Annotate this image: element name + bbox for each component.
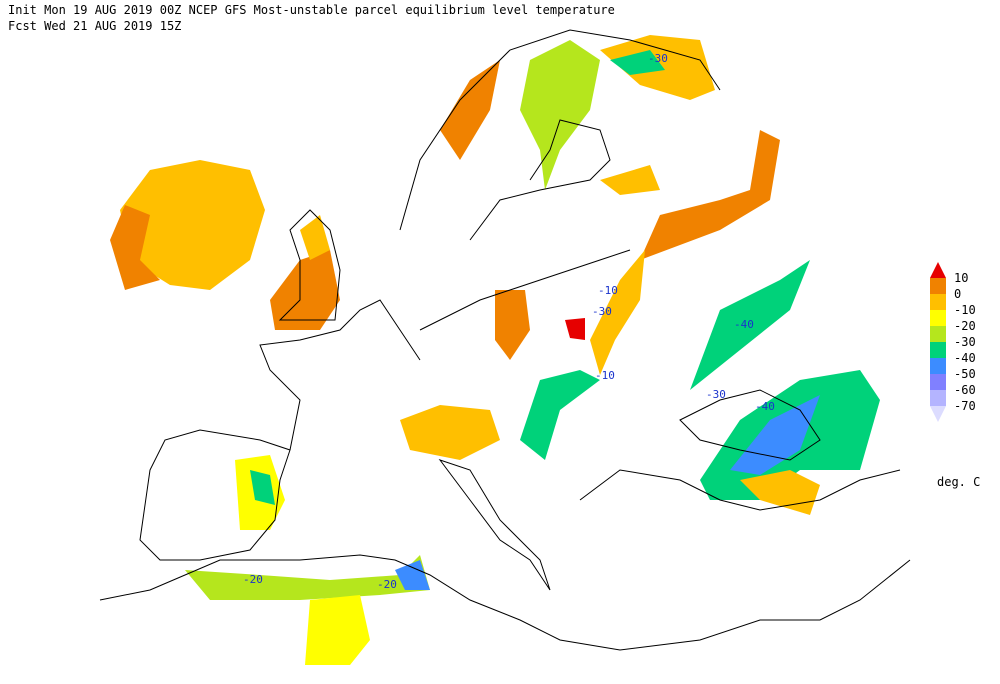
colorbar-end bbox=[930, 262, 946, 278]
contour-label: -10 bbox=[595, 369, 615, 382]
colorbar-label: 10 bbox=[954, 271, 968, 285]
contour-label: -30 bbox=[648, 52, 668, 65]
colorbar-segment bbox=[930, 294, 946, 310]
field bbox=[270, 250, 340, 330]
field bbox=[590, 250, 645, 375]
coastline bbox=[438, 459, 551, 591]
field bbox=[395, 560, 430, 590]
field bbox=[440, 60, 500, 160]
colorbar-segment bbox=[930, 390, 946, 406]
contour-label: -40 bbox=[755, 400, 775, 413]
coastline bbox=[469, 119, 611, 241]
contour-label: -20 bbox=[243, 573, 263, 586]
field bbox=[520, 370, 600, 460]
coastline bbox=[419, 249, 631, 331]
coastlines bbox=[99, 29, 911, 651]
colorbar-label: -30 bbox=[954, 335, 976, 349]
coastline bbox=[259, 299, 421, 451]
colorbar-label: -40 bbox=[954, 351, 976, 365]
colorbar-label: -10 bbox=[954, 303, 976, 317]
contour-label: -30 bbox=[706, 388, 726, 401]
colorbar-segment bbox=[930, 342, 946, 358]
field bbox=[185, 555, 430, 600]
colorbar-label: 0 bbox=[954, 287, 961, 301]
field bbox=[690, 260, 810, 390]
coastline bbox=[278, 209, 341, 321]
colorbar: 10 0 -10 -20 -30 -40 -50 -60 -70 bbox=[930, 262, 976, 422]
colorbar-end bbox=[930, 406, 946, 422]
colorbar-segment bbox=[930, 358, 946, 374]
fields bbox=[110, 35, 880, 665]
field bbox=[730, 395, 820, 475]
field bbox=[640, 130, 780, 260]
contour-label: -40 bbox=[734, 318, 754, 331]
title-line-2: Fcst Wed 21 AUG 2019 15Z bbox=[8, 19, 181, 33]
coastline bbox=[139, 429, 291, 561]
field bbox=[495, 290, 530, 360]
colorbar-label: -50 bbox=[954, 367, 976, 381]
coastline bbox=[99, 554, 911, 651]
colorbar-label: -20 bbox=[954, 319, 976, 333]
contour-label: -10 bbox=[598, 284, 618, 297]
contour-label: -30 bbox=[592, 305, 612, 318]
colorbar-label: -60 bbox=[954, 383, 976, 397]
colorbar-segment bbox=[930, 278, 946, 294]
field bbox=[600, 165, 660, 195]
field bbox=[610, 50, 665, 75]
field bbox=[110, 205, 160, 290]
field bbox=[520, 40, 600, 190]
coastline bbox=[579, 469, 901, 511]
field bbox=[300, 215, 330, 260]
colorbar-unit: deg. C bbox=[937, 475, 980, 489]
field bbox=[120, 160, 265, 290]
field bbox=[305, 595, 370, 665]
title-line-1: Init Mon 19 AUG 2019 00Z NCEP GFS Most-u… bbox=[8, 3, 615, 17]
field bbox=[565, 318, 585, 340]
field bbox=[400, 405, 500, 460]
coastline bbox=[399, 29, 721, 231]
colorbar-segment bbox=[930, 326, 946, 342]
coastline bbox=[679, 389, 821, 461]
contour-label: -20 bbox=[377, 578, 397, 591]
colorbar-label: -70 bbox=[954, 399, 976, 413]
field bbox=[250, 470, 275, 505]
colorbar-segment bbox=[930, 374, 946, 390]
colorbar-segment bbox=[930, 310, 946, 326]
contour-labels: -30 -10 -30 -40 -10 -30 -40 -20 -20 bbox=[243, 52, 775, 591]
